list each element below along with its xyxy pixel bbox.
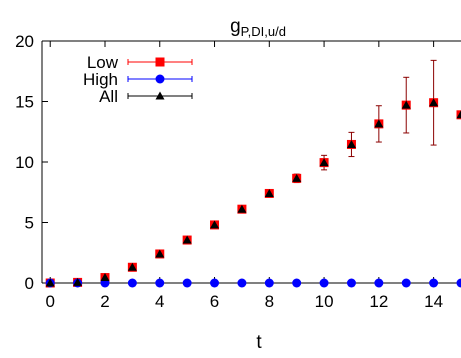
data-point-high [346,278,356,288]
data-point-all [237,204,247,213]
data-point-all [127,262,137,271]
x-axis-label: t [256,332,262,353]
y-tick-label: 15 [15,93,34,112]
series-all [45,98,461,287]
data-point-high [292,278,302,288]
legend-label-all: All [99,87,118,106]
data-point-high [429,278,439,288]
chart-title-main: g [230,16,241,37]
data-point-all [155,249,165,258]
x-tick-label: 0 [45,292,54,311]
data-point-all [45,278,55,287]
data-point-high [237,278,247,288]
data-point-all [210,220,220,229]
y-tick-label: 5 [25,214,34,233]
y-tick-label: 0 [25,274,34,293]
data-point-all [264,188,274,197]
legend-marker-high [155,74,165,84]
x-tick-label: 10 [315,292,334,311]
data-point-high [319,278,329,288]
x-tick-label: 14 [424,292,443,311]
data-point-all [456,110,461,119]
chart-title: gP,DI,u/d [230,16,286,39]
legend-marker-low [155,57,165,67]
data-point-high [210,278,220,288]
chart-title-subscript: P,DI,u/d [241,24,286,39]
data-point-all [429,98,439,107]
data-point-all [292,173,302,182]
data-point-high [155,278,165,288]
data-point-high [401,278,411,288]
x-tick-label: 4 [155,292,164,311]
data-point-all [401,100,411,109]
data-point-high [264,278,274,288]
data-point-high [127,278,137,288]
data-point-all [73,277,83,286]
data-point-all [319,158,329,167]
legend-label-high: High [83,70,118,89]
data-point-all [100,273,110,282]
data-point-high [182,278,192,288]
legend-marker-all [155,91,165,100]
x-tick-label: 8 [265,292,274,311]
x-tick-label: 6 [210,292,219,311]
data-point-high [456,278,461,288]
data-point-all [374,119,384,128]
data-point-all [346,139,356,148]
data-point-all [182,235,192,244]
x-tick-label: 2 [100,292,109,311]
legend-label-low: Low [87,53,119,72]
y-tick-label: 20 [15,32,34,51]
data-point-high [374,278,384,288]
y-tick-label: 10 [15,153,34,172]
x-tick-label: 12 [369,292,388,311]
